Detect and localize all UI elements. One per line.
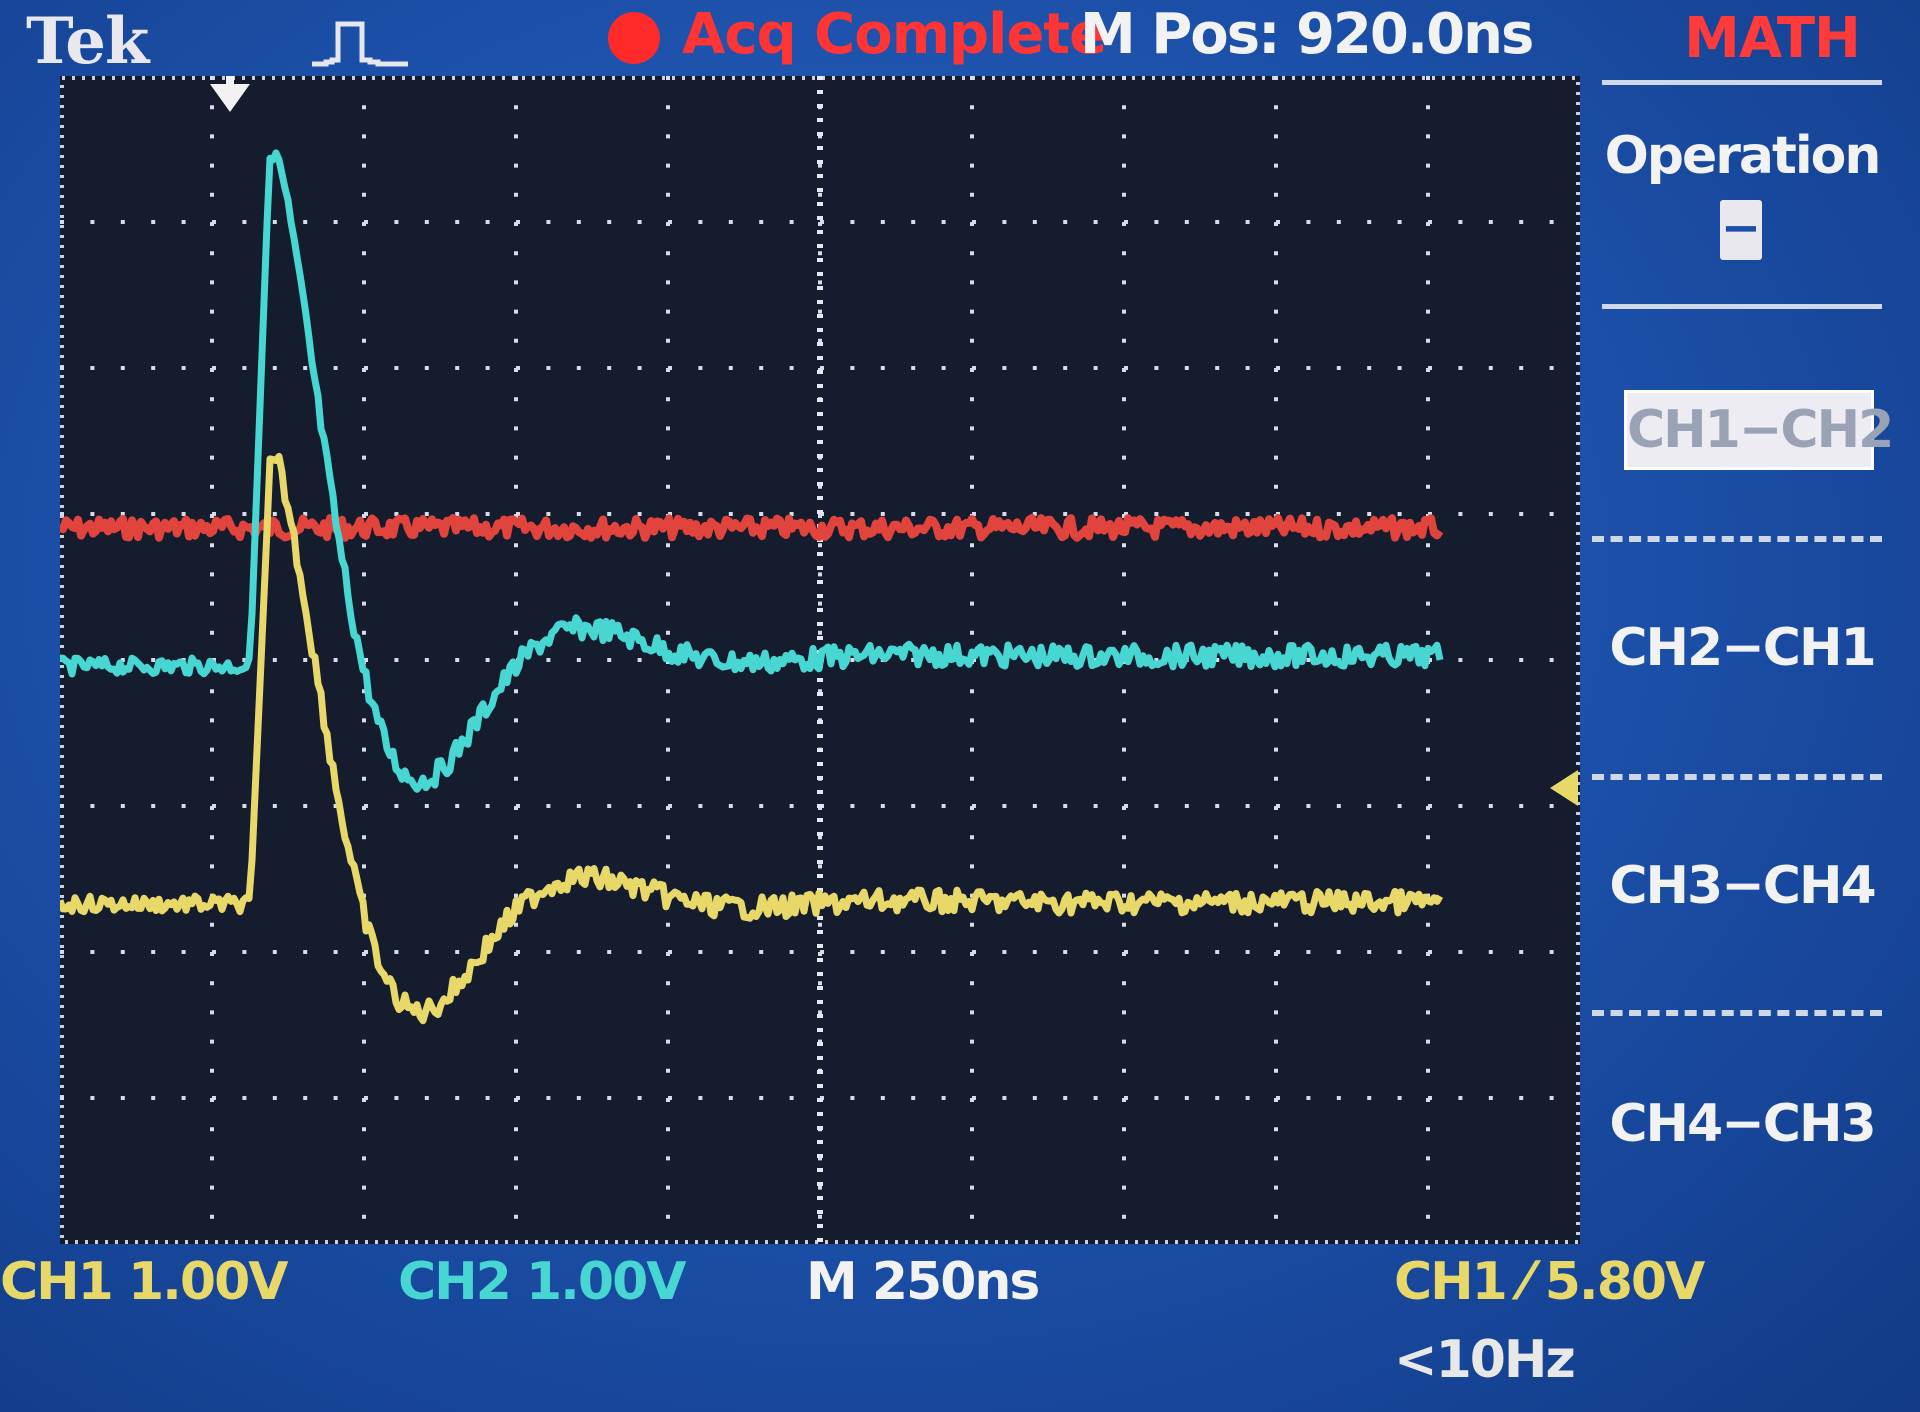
option-ch3-ch4[interactable]: CH3−CH4	[1609, 856, 1876, 916]
math-menu: MATH Operation − CH1−CH2 CH2−CH1 CH3−CH4…	[1592, 0, 1920, 1250]
math-trace	[60, 514, 1444, 542]
option-ch2-ch1[interactable]: CH2−CH1	[1609, 618, 1876, 678]
ch2-trace	[60, 149, 1444, 793]
acquisition-status: Acq Complete	[682, 2, 1107, 67]
menu-divider	[1592, 536, 1882, 542]
ch1-scale-readout: CH1 1.00V	[0, 1252, 289, 1312]
waveform-graticule	[60, 76, 1580, 1244]
timebase-readout: M 250ns	[806, 1252, 1040, 1312]
menu-title: MATH	[1684, 6, 1861, 71]
menu-divider	[1602, 80, 1882, 85]
menu-divider	[1592, 774, 1882, 780]
bottom-status-bar: CH1 1.00V CH2 1.00V M 250ns CH1 ⁄ 5.80V …	[0, 1250, 1920, 1412]
waveform-display	[60, 76, 1580, 1244]
ch2-scale-readout: CH2 1.00V	[398, 1252, 687, 1312]
trigger-frequency-readout: <10Hz	[1394, 1330, 1576, 1390]
ch1-trace	[60, 452, 1444, 1025]
horizontal-position-readout: M Pos: 920.0ns	[1080, 2, 1534, 67]
trigger-position-stem	[226, 76, 234, 86]
trigger-position-marker	[210, 84, 250, 112]
option-ch4-ch3[interactable]: CH4−CH3	[1609, 1094, 1876, 1154]
menu-divider	[1592, 1010, 1882, 1016]
stop-dot-icon	[608, 12, 660, 64]
top-status-bar: Tek Acq Complete M Pos: 920.0ns	[0, 0, 1600, 80]
tek-logo: Tek	[26, 4, 149, 79]
option-ch1-ch2[interactable]: CH1−CH2	[1624, 390, 1894, 470]
trigger-level-marker	[1550, 770, 1578, 806]
operation-label[interactable]: Operation	[1604, 126, 1882, 186]
pulse-waveform-icon	[312, 21, 408, 67]
operation-value[interactable]: −	[1720, 200, 1762, 260]
menu-divider	[1602, 304, 1882, 309]
trigger-readout: CH1 ⁄ 5.80V	[1394, 1252, 1705, 1312]
